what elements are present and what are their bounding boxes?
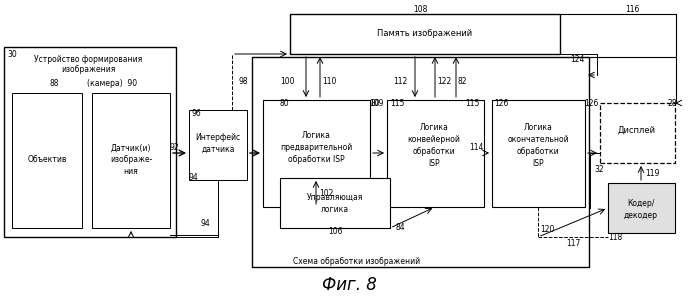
Text: предварительной: предварительной <box>280 142 352 152</box>
Text: обработки: обработки <box>517 148 559 157</box>
Text: окончательной: окончательной <box>507 135 569 145</box>
Text: Объектив: Объектив <box>27 155 67 165</box>
Text: 119: 119 <box>645 168 660 178</box>
Text: 117: 117 <box>566 238 580 248</box>
Text: Кодер/: Кодер/ <box>628 198 655 208</box>
Text: 30: 30 <box>7 50 17 59</box>
Bar <box>12 93 82 228</box>
Text: изображения: изображения <box>61 65 115 75</box>
Text: 108: 108 <box>413 5 427 15</box>
Bar <box>92 93 170 228</box>
Bar <box>387 100 484 207</box>
Text: Фиг. 8: Фиг. 8 <box>322 276 376 294</box>
Text: Схема обработки изображений: Схема обработки изображений <box>293 258 421 267</box>
Text: 80: 80 <box>371 98 380 108</box>
Text: 80: 80 <box>280 98 290 108</box>
Text: 84: 84 <box>395 224 405 232</box>
Text: 82: 82 <box>458 78 468 86</box>
Text: 116: 116 <box>625 5 640 15</box>
Text: 118: 118 <box>608 232 622 241</box>
Text: обработки ISP: обработки ISP <box>288 155 344 164</box>
Bar <box>280 178 390 228</box>
Text: 122: 122 <box>437 78 451 86</box>
Text: 28: 28 <box>668 98 678 108</box>
Text: 120: 120 <box>540 225 554 235</box>
Text: 94: 94 <box>188 172 198 181</box>
Text: 92: 92 <box>169 142 179 152</box>
Text: Память изображений: Память изображений <box>378 29 473 38</box>
Text: Логика: Логика <box>302 131 330 139</box>
Text: Интерфейс: Интерфейс <box>195 132 241 142</box>
Bar <box>252 57 589 267</box>
Text: Дисплей: Дисплей <box>618 125 656 135</box>
Text: 110: 110 <box>322 78 336 86</box>
Text: ISP: ISP <box>532 159 544 168</box>
Text: Датчик(и): Датчик(и) <box>111 144 151 152</box>
Text: ния: ния <box>124 168 138 177</box>
Text: 32: 32 <box>594 165 604 175</box>
Bar <box>290 14 560 54</box>
Text: 115: 115 <box>390 98 404 108</box>
Text: Логика: Логика <box>524 124 552 132</box>
Text: ISP: ISP <box>428 159 440 168</box>
Text: 102: 102 <box>319 188 334 198</box>
Text: 126: 126 <box>585 98 599 108</box>
Text: декодер: декодер <box>624 211 658 219</box>
Text: 109: 109 <box>369 98 384 108</box>
Text: 114: 114 <box>470 144 484 152</box>
Bar <box>608 183 675 233</box>
Text: Управляющая: Управляющая <box>307 194 363 202</box>
Text: 112: 112 <box>393 78 407 86</box>
Text: 98: 98 <box>238 76 248 85</box>
Text: конвейерной: конвейерной <box>408 135 461 145</box>
Bar <box>600 103 675 163</box>
Text: логика: логика <box>321 205 349 215</box>
Bar <box>492 100 585 207</box>
Text: (камера)  90: (камера) 90 <box>87 78 137 88</box>
Text: Устройство формирования: Устройство формирования <box>34 55 142 65</box>
Text: Логика: Логика <box>419 124 448 132</box>
Text: 106: 106 <box>328 228 342 237</box>
Text: 88: 88 <box>50 78 59 88</box>
Text: 126: 126 <box>494 98 508 108</box>
Text: 124: 124 <box>570 55 584 64</box>
Text: датчика: датчика <box>201 145 235 154</box>
Text: 94: 94 <box>200 219 210 228</box>
Bar <box>189 110 247 180</box>
Text: 100: 100 <box>281 78 295 86</box>
Text: 115: 115 <box>466 98 480 108</box>
Text: изображе-: изображе- <box>110 155 152 165</box>
Bar <box>263 100 370 207</box>
Text: 96: 96 <box>191 108 201 118</box>
Bar <box>4 47 176 237</box>
Text: обработки: обработки <box>413 148 455 157</box>
